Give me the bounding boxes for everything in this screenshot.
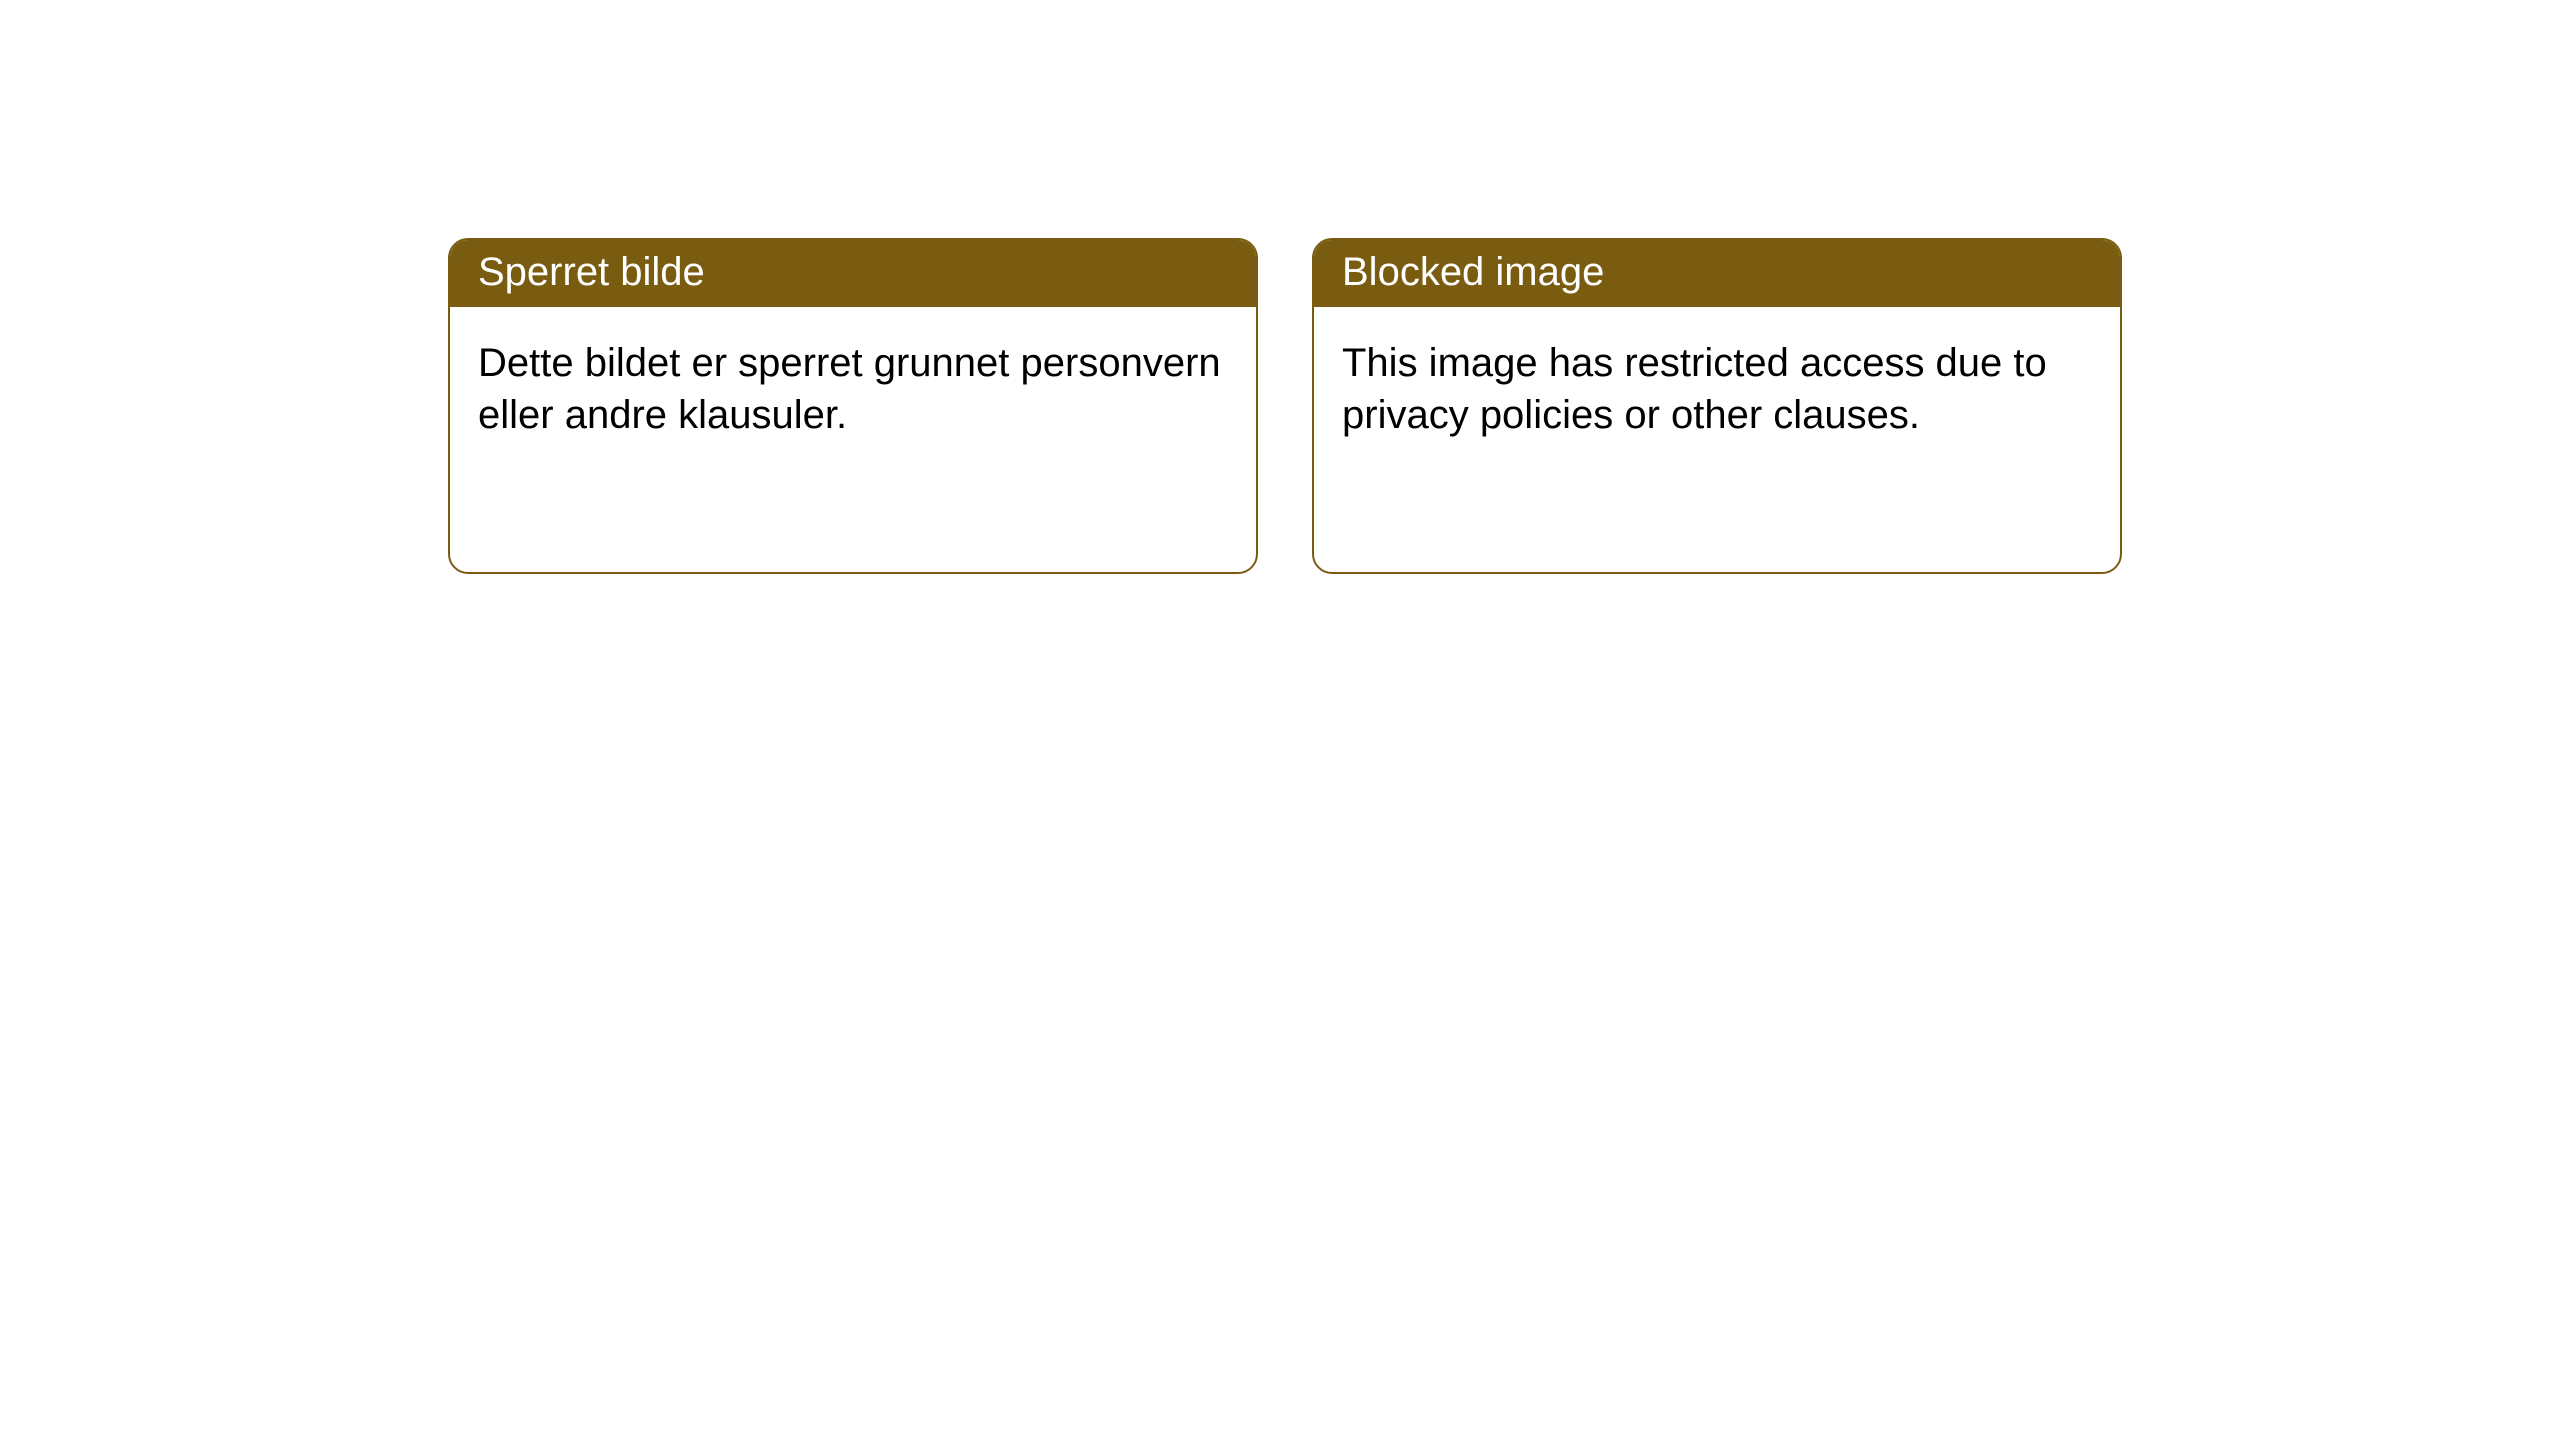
card-norwegian: Sperret bilde Dette bildet er sperret gr… [448,238,1258,574]
cards-container: Sperret bilde Dette bildet er sperret gr… [448,238,2122,574]
card-body: Dette bildet er sperret grunnet personve… [450,307,1256,471]
card-english: Blocked image This image has restricted … [1312,238,2122,574]
card-title: Blocked image [1314,240,2120,307]
card-body: This image has restricted access due to … [1314,307,2120,471]
card-title: Sperret bilde [450,240,1256,307]
